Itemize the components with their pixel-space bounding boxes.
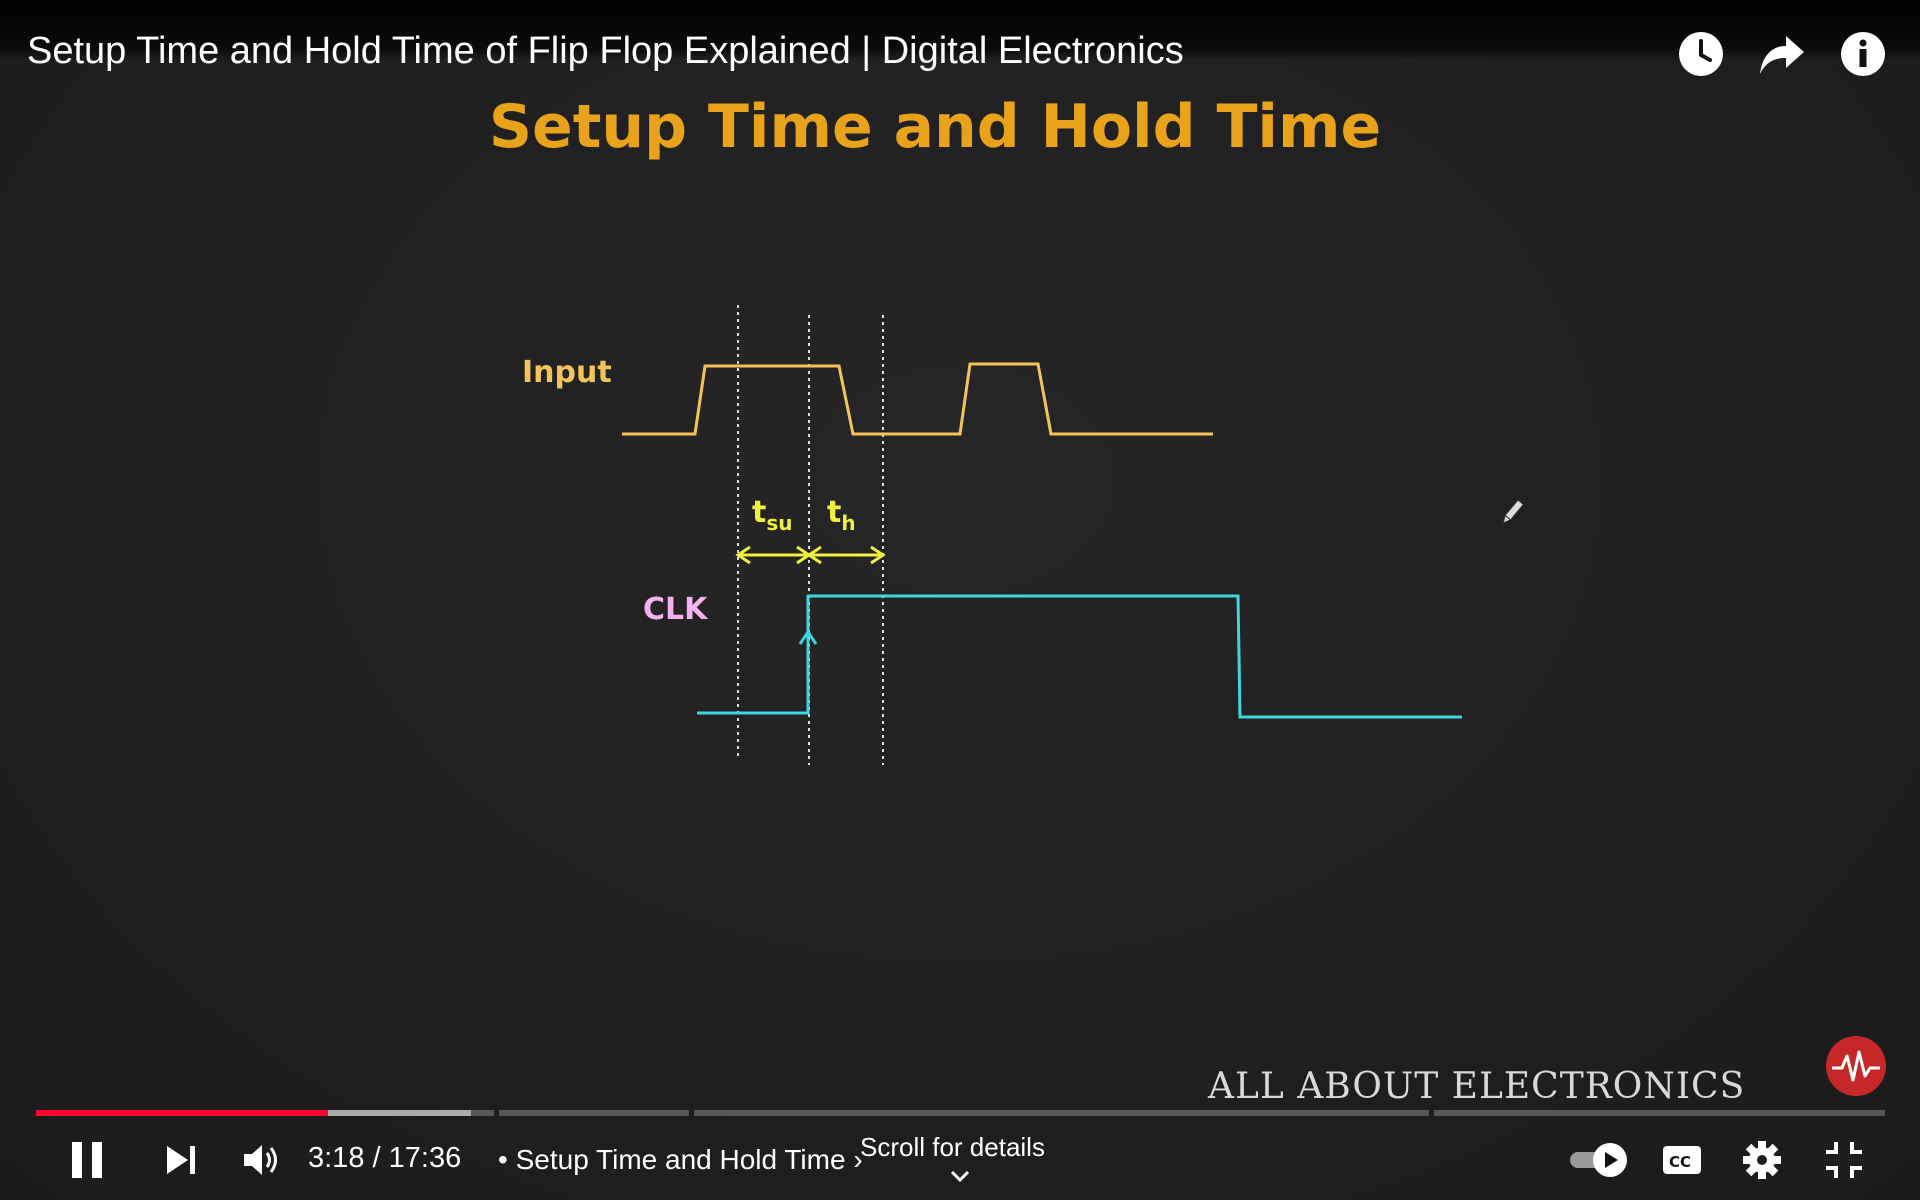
settings-icon[interactable] <box>1740 1138 1784 1182</box>
watch-later-icon[interactable] <box>1677 30 1725 78</box>
progress-bar[interactable] <box>36 1110 1885 1116</box>
clk-label: CLK <box>643 592 709 627</box>
clk-waveform <box>697 594 1462 719</box>
channel-watermark: ALL ABOUT ELECTRONICS <box>1208 1066 1746 1107</box>
top-bar <box>0 0 1920 60</box>
input-waveform <box>622 362 1213 436</box>
chapter-segment <box>1434 1110 1885 1116</box>
tsu-label: tsu <box>752 495 793 535</box>
channel-logo[interactable] <box>1826 1036 1886 1096</box>
chapter-segment <box>694 1110 1429 1116</box>
chapter-segment <box>499 1110 689 1116</box>
time-separator: / <box>364 1142 389 1174</box>
autoplay-toggle[interactable] <box>1566 1140 1632 1184</box>
th-label: th <box>827 495 856 535</box>
video-title[interactable]: Setup Time and Hold Time of Flip Flop Ex… <box>27 30 1184 72</box>
pen-cursor-icon <box>1502 499 1525 524</box>
scroll-for-details[interactable]: Scroll for details <box>860 1132 1045 1162</box>
slide-title: Setup Time and Hold Time <box>488 92 1382 162</box>
input-label: Input <box>522 355 612 390</box>
chapter-title: Setup Time and Hold Time <box>515 1144 846 1175</box>
rising-edge-arrow <box>798 629 818 645</box>
th-arrow <box>806 545 886 565</box>
next-icon[interactable] <box>162 1138 202 1182</box>
current-time: 3:18 <box>308 1142 365 1174</box>
exit-fullscreen-icon[interactable] <box>1822 1138 1866 1182</box>
duration: 17:36 <box>388 1142 462 1174</box>
chevron-down-icon[interactable] <box>948 1168 972 1189</box>
chevron-right-icon: › <box>845 1144 863 1175</box>
share-icon[interactable] <box>1758 30 1806 78</box>
captions-icon[interactable]: CC <box>1660 1138 1704 1182</box>
chapter-bullet: • <box>498 1144 516 1175</box>
svg-text:CC: CC <box>1669 1153 1691 1171</box>
volume-icon[interactable] <box>240 1138 284 1182</box>
info-icon[interactable] <box>1839 30 1887 78</box>
tsu-arrow <box>735 545 812 565</box>
chapter-button[interactable]: • Setup Time and Hold Time › <box>498 1144 863 1176</box>
timing-diagram: Input tsu th CLK <box>522 305 1525 765</box>
time-display: 3:18 / 17:36 <box>308 1142 461 1175</box>
progress-played <box>36 1110 329 1116</box>
pause-icon[interactable] <box>68 1138 108 1182</box>
